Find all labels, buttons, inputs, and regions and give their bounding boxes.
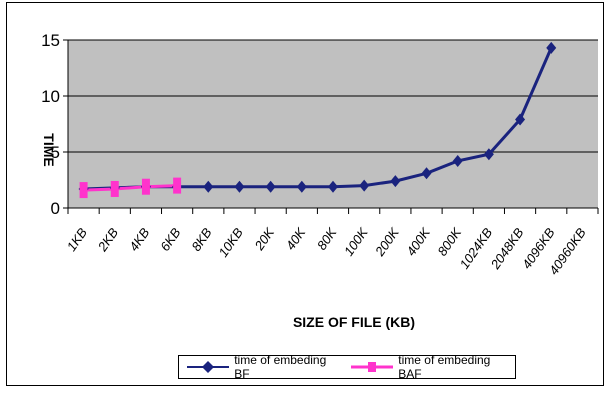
data-point-bf (265, 180, 276, 193)
data-point-bf (546, 41, 557, 54)
y-tick-label: 10 (41, 87, 60, 106)
plot-area (68, 40, 598, 208)
data-point-bf (515, 113, 526, 126)
x-tick-label: 10KB (215, 225, 246, 260)
data-point-baf (173, 177, 182, 194)
diamond-marker-icon (187, 361, 229, 373)
x-tick-label: 6KB (157, 225, 184, 254)
x-tick-label: 40K (283, 224, 309, 253)
data-point-bf (390, 175, 401, 188)
data-point-bf (328, 180, 338, 193)
x-tick-label: 2KB (94, 225, 121, 255)
data-point-baf (79, 182, 88, 199)
x-tick-label: 800K (434, 224, 464, 259)
legend-item-bf: time of embeding BF (185, 353, 343, 381)
legend-label-bf: time of embeding BF (234, 353, 327, 381)
y-tick-label: 5 (51, 143, 60, 162)
series-line-baf (83, 184, 178, 192)
data-point-baf (110, 180, 119, 197)
chart-frame (6, 2, 604, 386)
y-tick-label: 0 (51, 199, 60, 218)
legend-item-baf: time of embeding BAF (349, 353, 515, 381)
y-tick-label: 15 (41, 31, 60, 50)
x-tick-label: 200K (372, 224, 403, 259)
y-axis-title: TIME (41, 133, 57, 166)
x-tick-label: 8KB (188, 225, 215, 254)
data-point-bf (203, 180, 214, 193)
x-axis-title: SIZE OF FILE (KB) (293, 314, 415, 330)
x-tick-label: 4KB (126, 225, 153, 254)
x-tick-label: 80K (314, 224, 340, 253)
x-tick-label: 400K (403, 224, 433, 259)
square-marker-icon (351, 362, 394, 372)
legend-label-baf: time of embeding BAF (398, 353, 491, 381)
data-point-bf (234, 180, 245, 193)
data-point-baf (141, 178, 150, 195)
data-point-bf (359, 179, 370, 192)
data-point-bf (483, 148, 494, 161)
legend: time of embeding BF time of embeding BAF (178, 353, 516, 381)
x-tick-label: 20K (251, 224, 278, 253)
data-point-bf (421, 167, 432, 180)
x-tick-label: 100K (341, 224, 371, 259)
x-tick-label: 1KB (64, 225, 91, 254)
data-point-bf (452, 154, 463, 167)
data-point-bf (296, 180, 307, 193)
